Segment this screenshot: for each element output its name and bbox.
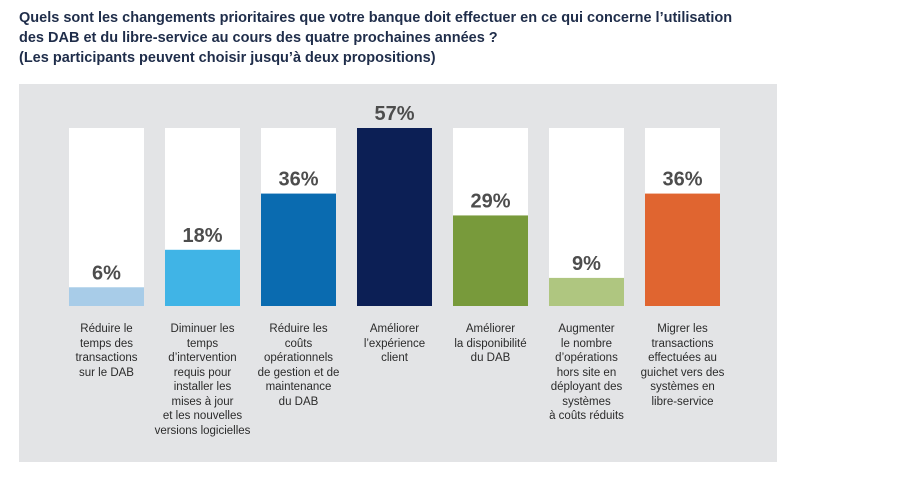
category-label-line: l’expérience <box>363 337 426 350</box>
category-label: Augmenter le nombre d’opérations hors site … <box>539 322 635 424</box>
category-label: Diminuer les temps d’intervention requis po… <box>155 322 251 438</box>
data-label: 36% <box>662 169 702 191</box>
category-label: Améliorer l’expérience client <box>347 322 443 366</box>
category-label-line: Migrer les <box>657 323 708 335</box>
bar-background <box>549 128 624 306</box>
category-label-line: Améliorer <box>465 323 516 335</box>
category-label-line: libre-service <box>651 395 714 408</box>
category-label-line: transactions <box>651 337 714 350</box>
category-label-line: versions logicielles <box>154 424 251 437</box>
category-label-line: Améliorer <box>369 323 420 335</box>
category-label-line: temps des <box>79 337 134 350</box>
bar <box>549 277 624 306</box>
category-label-line: transactions <box>75 352 138 364</box>
title-line-1: Quels sont les changements prioritaires … <box>19 10 733 26</box>
bar <box>357 128 432 306</box>
bar <box>453 215 528 306</box>
category-label-line: hors site en <box>556 366 617 379</box>
category-label-line: installer les <box>173 381 232 393</box>
category-label-line: temps <box>186 337 219 350</box>
title-line-2: des DAB et du libre-service au cours des… <box>19 30 498 46</box>
category-label-line: Réduire le <box>80 323 133 335</box>
category-label-line: guichet vers des <box>640 366 725 379</box>
category-label: Réduire le temps des transactions sur le DA… <box>59 322 155 380</box>
category-label-line: systèmes <box>562 395 611 408</box>
data-label: 57% <box>374 103 414 125</box>
category-label-line: à coûts réduits <box>549 410 624 422</box>
category-label-line: Réduire les <box>269 323 328 335</box>
category-label-line: opérationnels <box>263 352 334 364</box>
data-label: 36% <box>278 169 318 191</box>
category-label-line: et les nouvelles <box>162 410 243 422</box>
data-label: 18% <box>182 225 222 247</box>
category-label-line: sur le DAB <box>79 366 134 379</box>
bar <box>645 193 720 306</box>
category-label-line: client <box>381 352 408 364</box>
category-label-line: Augmenter <box>558 323 615 335</box>
category-label: Migrer les transactions effectuées au guich… <box>635 322 731 409</box>
category-label-line: de gestion et de <box>257 366 340 379</box>
category-label-line: mises à jour <box>171 395 234 408</box>
category-label-line: maintenance <box>265 381 332 393</box>
category-label: Réduire les coûts opérationnels de gestion … <box>251 322 347 409</box>
data-label: 6% <box>92 262 121 284</box>
category-label-line: déployant des <box>550 381 623 393</box>
category-label-line: d’intervention <box>168 352 237 364</box>
category-label-line: effectuées au <box>648 352 717 364</box>
data-label: 29% <box>470 190 510 212</box>
chart-title: Quels sont les changements prioritaires … <box>19 8 879 68</box>
category-label-line: d’opérations <box>555 352 618 364</box>
data-label: 9% <box>572 253 601 275</box>
category-label: Améliorer la disponibilité du DAB <box>443 322 539 366</box>
category-label-line: coûts <box>284 337 313 350</box>
category-label-line: requis pour <box>173 366 232 379</box>
category-label-line: du DAB <box>278 395 319 408</box>
bar <box>69 287 144 306</box>
bar <box>261 193 336 306</box>
subtitle: (Les participants peuvent choisir jusqu’… <box>19 50 436 66</box>
category-label-line: le nombre <box>560 337 613 350</box>
bar-background <box>69 128 144 306</box>
category-label-line: Diminuer les <box>170 323 235 335</box>
category-label-line: la disponibilité <box>454 337 527 350</box>
bar <box>165 249 240 306</box>
category-label-line: systèmes en <box>650 381 715 393</box>
category-label-line: du DAB <box>470 352 511 364</box>
